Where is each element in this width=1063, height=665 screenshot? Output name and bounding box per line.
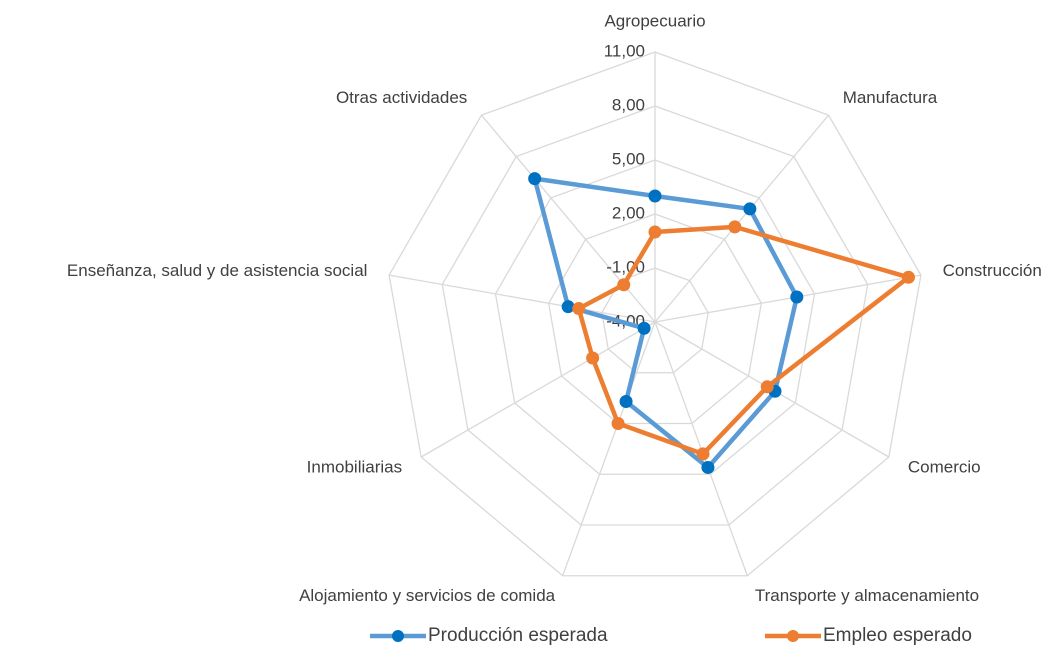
category-label: Enseñanza, salud y de asistencia social — [67, 261, 368, 280]
legend-marker — [787, 630, 799, 642]
spoke — [388, 274, 656, 323]
series-marker — [701, 460, 715, 474]
category-label: Inmobiliarias — [307, 457, 402, 476]
series-marker — [619, 394, 633, 408]
series-marker — [648, 189, 662, 203]
series-marker — [528, 172, 542, 186]
category-label: Manufactura — [843, 88, 938, 107]
series-marker — [637, 321, 651, 335]
series-line — [576, 224, 911, 457]
y-tick-label: 5,00 — [612, 149, 645, 168]
series-marker — [743, 202, 757, 216]
legend-label: Producción esperada — [428, 625, 608, 646]
y-tick-label: 11,00 — [604, 41, 645, 60]
category-label: Construcción — [943, 261, 1042, 280]
series-marker — [790, 290, 804, 304]
series-marker — [728, 220, 742, 234]
grid-ring — [388, 51, 922, 577]
y-tick-label: 2,00 — [612, 203, 645, 222]
series-marker — [648, 225, 662, 239]
category-label: Comercio — [908, 457, 981, 476]
grid-ring — [494, 159, 816, 475]
spoke — [654, 114, 830, 323]
category-label: Agropecuario — [604, 11, 705, 30]
category-label: Otras actividades — [336, 88, 467, 107]
grid-ring — [441, 105, 869, 526]
legend-label: Empleo esperado — [823, 625, 972, 646]
series-marker — [760, 380, 774, 394]
series-line — [532, 176, 800, 470]
series-marker — [901, 270, 915, 284]
series-marker — [696, 447, 710, 461]
series-marker — [586, 351, 600, 365]
spoke — [654, 274, 922, 323]
series-marker — [611, 416, 625, 430]
series-marker — [617, 278, 631, 292]
y-tick-label: 8,00 — [612, 95, 645, 114]
series-marker — [572, 302, 586, 316]
category-label: Alojamiento y servicios de comida — [299, 586, 556, 605]
category-label: Transporte y almacenamiento — [755, 586, 979, 605]
spoke — [562, 321, 656, 576]
grid-ring — [601, 267, 709, 374]
spoke — [420, 321, 656, 458]
legend-marker — [392, 630, 404, 642]
series-marker — [561, 300, 575, 314]
